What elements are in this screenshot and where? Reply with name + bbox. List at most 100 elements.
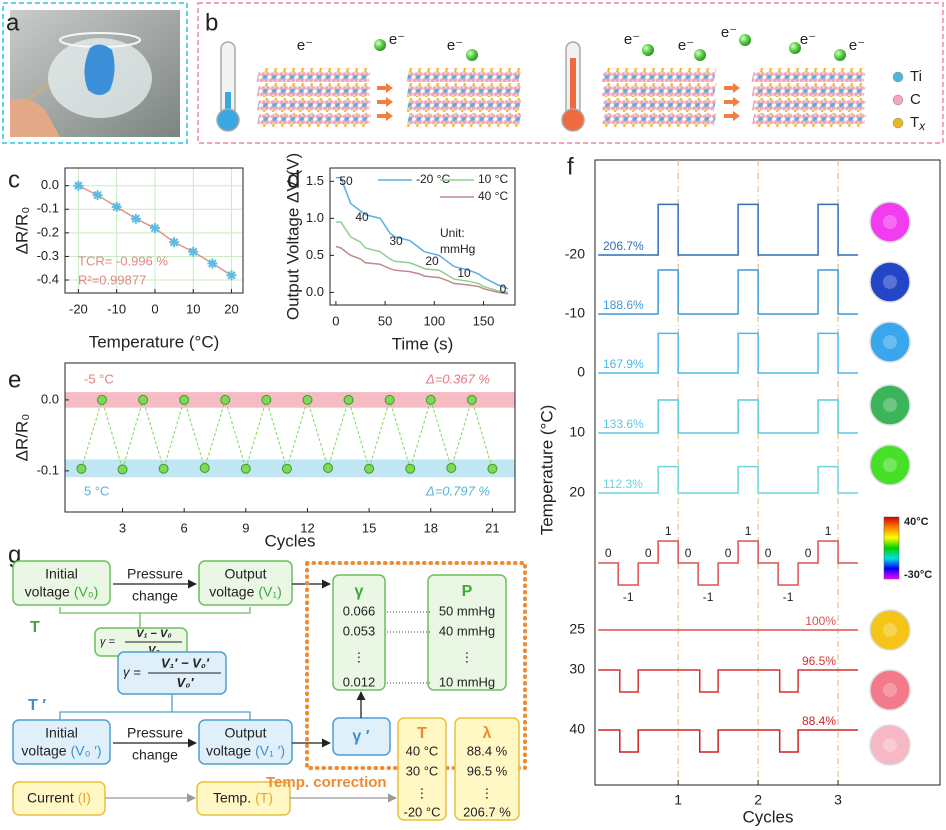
transfer-arrow	[377, 97, 393, 107]
level-label: 0	[605, 546, 612, 560]
sensor-photo	[869, 201, 911, 243]
mxene-layer	[751, 83, 867, 97]
trace-label: 88.4%	[802, 714, 836, 728]
panel-a-frame	[2, 2, 188, 144]
process-box	[12, 560, 111, 606]
trace-label: 96.5%	[802, 654, 836, 668]
annotation: 30	[389, 234, 403, 248]
y-tick-label: 0.5	[306, 247, 324, 262]
plot-frame	[594, 159, 941, 786]
sensor-photo	[869, 444, 911, 486]
sensor-photo	[869, 724, 911, 766]
table-cell: 206.7 %	[463, 804, 511, 819]
step-trace	[598, 203, 859, 256]
level-label: 1	[665, 524, 672, 538]
y-tick-label: -0.1	[37, 462, 59, 477]
sensor-photo	[869, 321, 911, 363]
blue-fill	[84, 44, 115, 95]
box-text: Output	[224, 566, 266, 582]
mxene-layer	[601, 83, 717, 97]
level-label: 0	[685, 546, 692, 560]
data-point	[92, 190, 103, 201]
table-column	[427, 574, 507, 691]
table-cell: 0.012	[343, 674, 376, 689]
table-cell: ⋮	[481, 785, 494, 800]
table-cell: 40 °C	[406, 743, 439, 758]
annotation: 50	[339, 174, 353, 188]
legend-label: C	[910, 91, 921, 108]
sensor-photo-center	[883, 623, 897, 637]
electron-label: e⁻	[678, 37, 694, 54]
data-point	[466, 394, 477, 405]
trace-label: 100%	[805, 614, 836, 628]
data-point	[199, 463, 210, 474]
trace-label: 133.6%	[603, 417, 644, 431]
finger	[10, 98, 60, 137]
bracket	[59, 607, 251, 628]
x-tick-label: 3	[834, 792, 842, 808]
x-tick-label: 1	[674, 792, 682, 808]
x-tick-label: 2	[754, 792, 762, 808]
sensor-photo-center	[883, 683, 897, 697]
mxene-layer	[256, 113, 372, 127]
data-point	[73, 180, 84, 191]
table-cell: 30 °C	[406, 763, 439, 778]
x-tick-label: 150	[473, 313, 495, 328]
arrow-label: Pressure	[127, 725, 183, 741]
mxene-layer	[256, 83, 372, 97]
thermometer-level	[570, 58, 576, 118]
electron	[374, 39, 386, 51]
box-text: (V₀ ′)	[71, 743, 102, 759]
panel-label: e	[8, 366, 21, 393]
data-point	[226, 270, 237, 281]
annotation: 40	[355, 210, 369, 224]
level-label: 0	[725, 546, 732, 560]
electron-label: e⁻	[447, 37, 463, 54]
mxene-layer	[256, 68, 372, 82]
band-label: 5 °C	[84, 483, 109, 498]
level-label: -1	[783, 590, 794, 604]
x-tick-label: 0	[151, 301, 158, 316]
arrow-label: change	[132, 588, 178, 604]
sensor-photo-center	[883, 335, 897, 349]
sensor-photo	[869, 261, 911, 303]
electron-label: e⁻	[800, 31, 816, 48]
box-text: (T)	[255, 790, 273, 806]
data-line	[335, 245, 509, 295]
annotation: R²=0.99877	[78, 272, 146, 287]
table-cell: 0.053	[343, 623, 376, 638]
transfer-arrow	[724, 83, 740, 93]
table-column	[332, 574, 386, 691]
x-tick-label: 18	[424, 520, 438, 535]
sensor-photo	[869, 609, 911, 651]
plot-frame	[64, 167, 244, 294]
y-axis-title: Temperature (°C)	[537, 405, 556, 536]
mxene-layer	[601, 68, 717, 82]
y-tick-label: 30	[569, 661, 585, 677]
box-text: (V₁ ′)	[255, 743, 285, 759]
level-label: -1	[703, 590, 714, 604]
box-text: (I)	[78, 790, 91, 806]
colorbar	[883, 516, 900, 580]
box-text: Initial	[45, 725, 78, 741]
table-column	[454, 717, 520, 821]
y-tick-label: 0.0	[41, 391, 59, 406]
formula-text: γ =	[100, 636, 116, 648]
mxene-layer	[406, 68, 522, 82]
electron	[694, 49, 706, 61]
data-point	[130, 213, 141, 224]
box-text: voltage	[209, 584, 254, 600]
annotation: 20	[425, 254, 439, 268]
panel-label: c	[8, 166, 20, 193]
annotation: Unit:	[440, 226, 465, 240]
mxene-layer	[751, 113, 867, 127]
x-tick-label: -20	[69, 301, 88, 316]
y-tick-label: -0.4	[37, 271, 59, 286]
table-cell: 10 mmHg	[439, 674, 495, 689]
data-point	[487, 463, 498, 474]
formula-text: γ =	[123, 664, 141, 679]
table-cell: 96.5 %	[467, 763, 508, 778]
level-label: 0	[805, 546, 812, 560]
electron	[466, 49, 478, 61]
